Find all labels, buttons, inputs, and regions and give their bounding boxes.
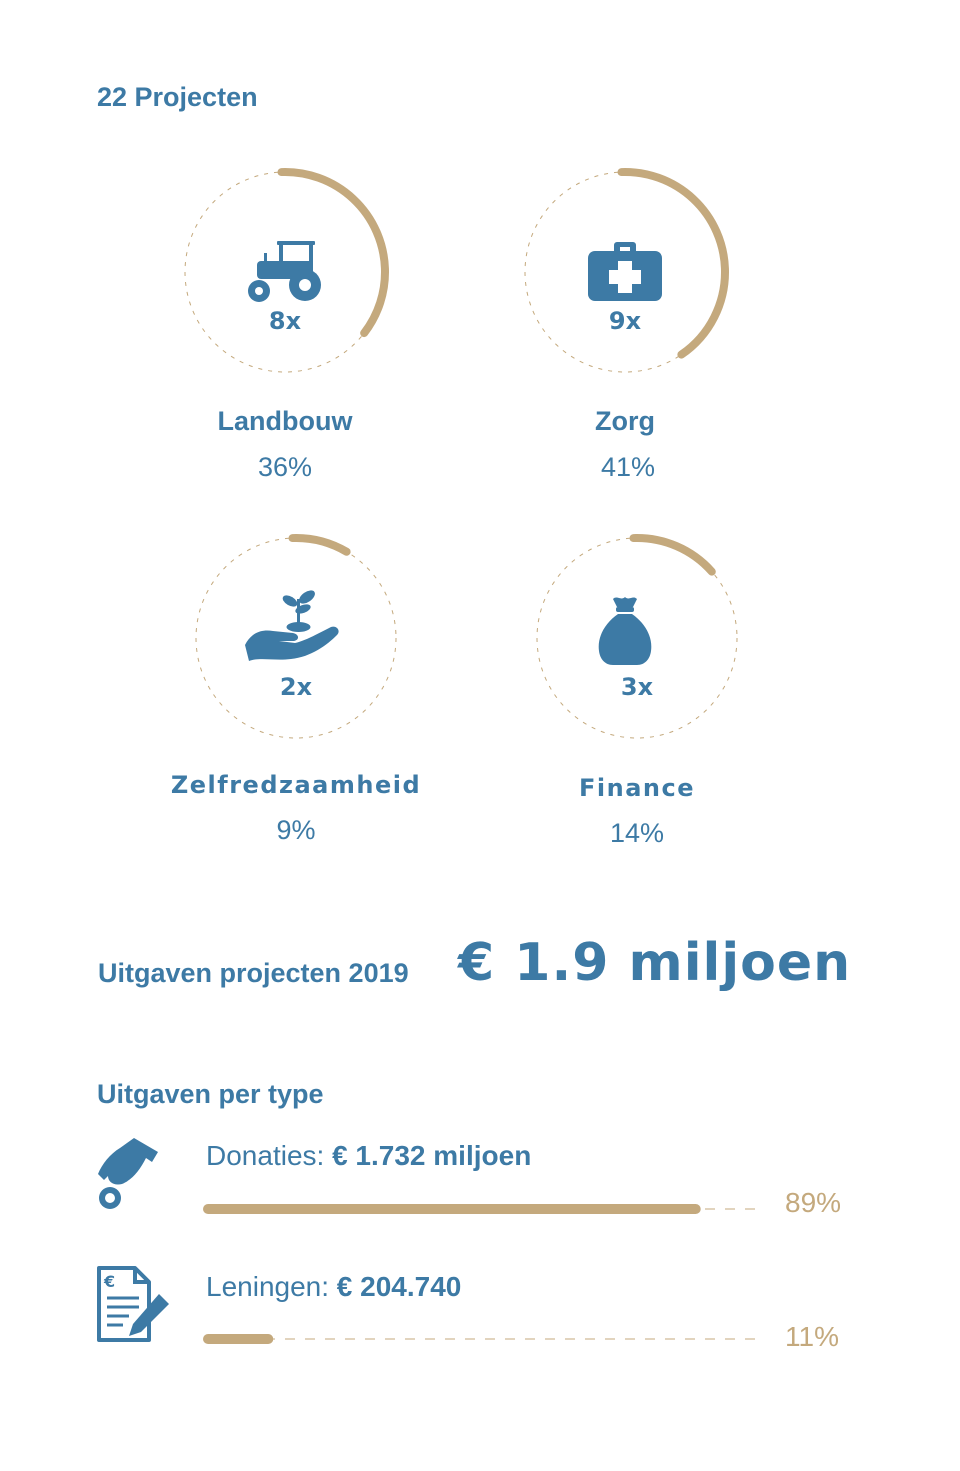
donaties-bar	[203, 1204, 760, 1214]
category-percent-zelfredzaamheid: 9%	[276, 815, 316, 845]
spending-label: Uitgaven projecten 2019	[98, 958, 409, 988]
category-percent-landbouw: 36%	[257, 452, 313, 482]
spending-per-type-title: Uitgaven per type	[97, 1079, 324, 1109]
leningen-type: Leningen:	[206, 1271, 330, 1302]
category-ring-finance: 3x	[522, 523, 752, 753]
ring-svg	[181, 168, 389, 376]
category-label-zelfredzaamheid: Zelfredzaamheid	[170, 771, 422, 799]
projects-title: 22 Projecten	[97, 82, 258, 112]
spending-amount: € 1.9 miljoen	[458, 933, 852, 993]
ring-arc-finance	[533, 534, 741, 742]
ring-arc-zorg	[521, 168, 729, 376]
count-finance: 3x	[620, 673, 654, 701]
donaties-percent: 89%	[785, 1187, 842, 1218]
leningen-label: Leningen: € 204.740	[206, 1271, 461, 1303]
category-ring-landbouw: 8x	[170, 157, 400, 387]
category-ring-zelfredzaamheid: 2x	[181, 523, 411, 753]
donaties-type: Donaties:	[206, 1140, 325, 1171]
ring-svg	[521, 168, 729, 376]
first-aid-kit-icon	[588, 242, 662, 301]
money-bag-icon	[598, 597, 652, 665]
svg-text:€: €	[103, 1272, 115, 1291]
category-ring-zorg: 9x	[510, 157, 740, 387]
count-zorg: 9x	[608, 307, 642, 335]
category-label-zorg: Zorg	[595, 406, 655, 436]
tractor-icon	[248, 241, 321, 302]
ring-arc-zelfredzaamheid	[192, 534, 400, 742]
hand-coin-icon	[98, 1138, 158, 1209]
ring-svg	[533, 534, 741, 742]
donaties-amount: € 1.732 miljoen	[332, 1140, 532, 1171]
loan-document-icon: €	[97, 1266, 169, 1342]
category-label-landbouw: Landbouw	[217, 406, 353, 436]
leningen-bar	[203, 1334, 760, 1344]
count-landbouw: 8x	[268, 307, 302, 335]
leningen-amount: € 204.740	[336, 1271, 462, 1302]
hand-with-plant-icon	[245, 590, 339, 661]
category-label-finance: Finance	[579, 774, 695, 802]
ring-svg	[192, 534, 400, 742]
count-zelfredzaamheid: 2x	[279, 673, 313, 701]
donaties-label: Donaties: € 1.732 miljoen	[206, 1140, 531, 1172]
leningen-percent: 11%	[785, 1321, 839, 1352]
ring-arc-landbouw	[181, 168, 389, 376]
category-percent-finance: 14%	[609, 818, 665, 848]
category-percent-zorg: 41%	[600, 452, 656, 482]
